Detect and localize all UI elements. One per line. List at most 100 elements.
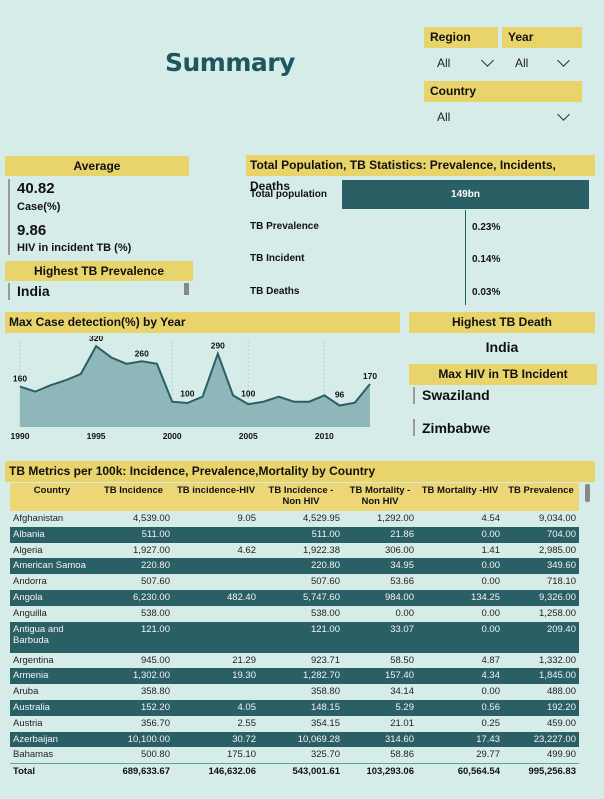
table-cell: 4.54 [417,511,503,527]
table-cell: 19.30 [173,668,259,685]
table-cell: 10,069.28 [259,731,343,748]
table-row[interactable]: Albania 511.00 511.00 21.86 0.00 704.00 [10,526,579,543]
table-cell: 121.00 [94,621,173,653]
region-label: Region [424,27,498,48]
axis-line [465,210,466,305]
chevron-down-icon[interactable] [557,54,570,67]
year-value: All [515,56,529,70]
table-cell: 58.50 [343,652,417,669]
table-cell: 5,747.60 [259,589,343,606]
table-cell: 21.01 [343,715,417,732]
table-cell: 511.00 [94,526,173,543]
column-header[interactable]: TB incidence-HIV [173,483,259,511]
table-cell: 0.00 [417,621,503,653]
chevron-down-icon[interactable] [481,54,494,67]
column-header[interactable]: TB Mortality -HIV [417,483,503,511]
table-row[interactable]: Afghanistan 4,539.00 9.05 4,529.95 1,292.00 4… [10,511,579,527]
table-cell: 148.15 [259,699,343,716]
table-cell: 4,539.00 [94,511,173,527]
table-cell: 1,927.00 [94,542,173,559]
table-cell: 923.71 [259,652,343,669]
x-tick-label: 1990 [11,431,30,441]
table-row[interactable]: Argentina 945.00 21.29 923.71 58.50 4.87 1,332… [10,652,579,669]
table-row[interactable]: American Samoa 220.80 220.80 34.95 0.00 349.6… [10,558,579,575]
table-cell [173,684,259,700]
country-dropdown[interactable]: All [424,102,582,124]
year-slicer[interactable]: Year All [502,27,582,70]
total-cell: 103,293.06 [343,762,417,779]
table-row[interactable]: Bahamas 500.80 175.10 325.70 58.86 29.77 499.9… [10,747,579,764]
highest-death-header: Highest TB Death [409,312,595,333]
table-cell: 220.80 [94,558,173,575]
column-header[interactable]: TB Incidence [94,483,173,511]
table-row[interactable]: Azerbaijan 10,100.00 30.72 10,069.28 314.60 1… [10,731,579,748]
table-cell: 0.00 [417,558,503,575]
table-cell: 358.80 [259,684,343,700]
table-cell: 5.29 [343,699,417,716]
table-cell: 4,529.95 [259,511,343,527]
chevron-down-icon[interactable] [557,108,570,121]
scrollbar[interactable] [184,283,189,295]
table-cell: 4.05 [173,699,259,716]
column-header[interactable]: TB Prevalence [503,483,579,511]
table-row[interactable]: Algeria 1,927.00 4.62 1,922.38 306.00 1.41 2,9… [10,542,579,559]
case-value: 40.82 [17,180,55,197]
table-cell: 9.05 [173,511,259,527]
table-cell: 17.43 [417,731,503,748]
table-cell: Bahamas [10,747,94,764]
table-cell: 0.00 [417,574,503,590]
table-cell: Austria [10,715,94,732]
deaths-label: TB Deaths [250,286,300,297]
table-cell: 157.40 [343,668,417,685]
table-row[interactable]: Andorra 507.60 507.60 53.66 0.00 718.10 [10,574,579,590]
table-cell: 1,332.00 [503,652,579,669]
table-row[interactable]: Antigua and Barbuda 121.00 121.00 33.07 0.00… [10,621,579,653]
table-cell: 121.00 [259,621,343,653]
column-header[interactable]: TB Incidence - Non HIV [259,483,343,511]
table-cell: 482.40 [173,589,259,606]
table-cell: Azerbaijan [10,731,94,748]
table-cell [173,574,259,590]
table-cell: Andorra [10,574,94,590]
year-dropdown[interactable]: All [502,48,582,70]
table-cell [173,621,259,653]
country-value: All [437,110,451,124]
table-cell: 29.77 [417,747,503,764]
table-row[interactable]: Aruba 358.80 358.80 34.14 0.00 488.00 [10,684,579,700]
table-cell: American Samoa [10,558,94,575]
x-tick-label: 2000 [163,431,182,441]
table-row[interactable]: Australia 152.20 4.05 148.15 5.29 0.56 192.20 [10,699,579,716]
data-label: 100 [241,389,255,399]
table-cell: 0.00 [417,684,503,700]
table-cell: 358.80 [94,684,173,700]
column-header[interactable]: TB Mortality -Non HIV [343,483,417,511]
divider [8,179,10,255]
incident-value: 0.14% [472,254,501,265]
series-line [19,344,371,407]
table-cell: Antigua and Barbuda [10,621,94,653]
chart-header: Max Case detection(%) by Year [5,312,400,333]
table-cell: 34.14 [343,684,417,700]
country-slicer[interactable]: Country All [424,81,582,124]
table-cell: 1.41 [417,542,503,559]
table-cell [173,526,259,543]
table-cell: 4.62 [173,542,259,559]
divider [413,387,415,404]
region-dropdown[interactable]: All [424,48,498,70]
table-row[interactable]: Anguilla 538.00 538.00 0.00 0.00 1,258.00 [10,605,579,622]
table-cell: 10,100.00 [94,731,173,748]
table-row[interactable]: Angola 6,230.00 482.40 5,747.60 984.00 134.25… [10,589,579,606]
year-label: Year [502,27,582,48]
table-cell: 1,845.00 [503,668,579,685]
data-label: 160 [13,374,27,384]
table-cell: 1,282.70 [259,668,343,685]
region-slicer[interactable]: Region All [424,27,498,70]
metrics-table: Country TB Incidence TB incidence-HIV TB In… [10,483,579,779]
table-scrollbar[interactable] [585,484,590,502]
table-row[interactable]: Armenia 1,302.00 19.30 1,282.70 157.40 4.34 1,… [10,668,579,685]
highest-death-value: India [485,339,519,355]
table-row[interactable]: Austria 356.70 2.55 354.15 21.01 0.25 459.00 [10,715,579,732]
table-cell: 0.56 [417,699,503,716]
column-header[interactable]: Country [10,483,94,511]
table-cell: Anguilla [10,605,94,622]
